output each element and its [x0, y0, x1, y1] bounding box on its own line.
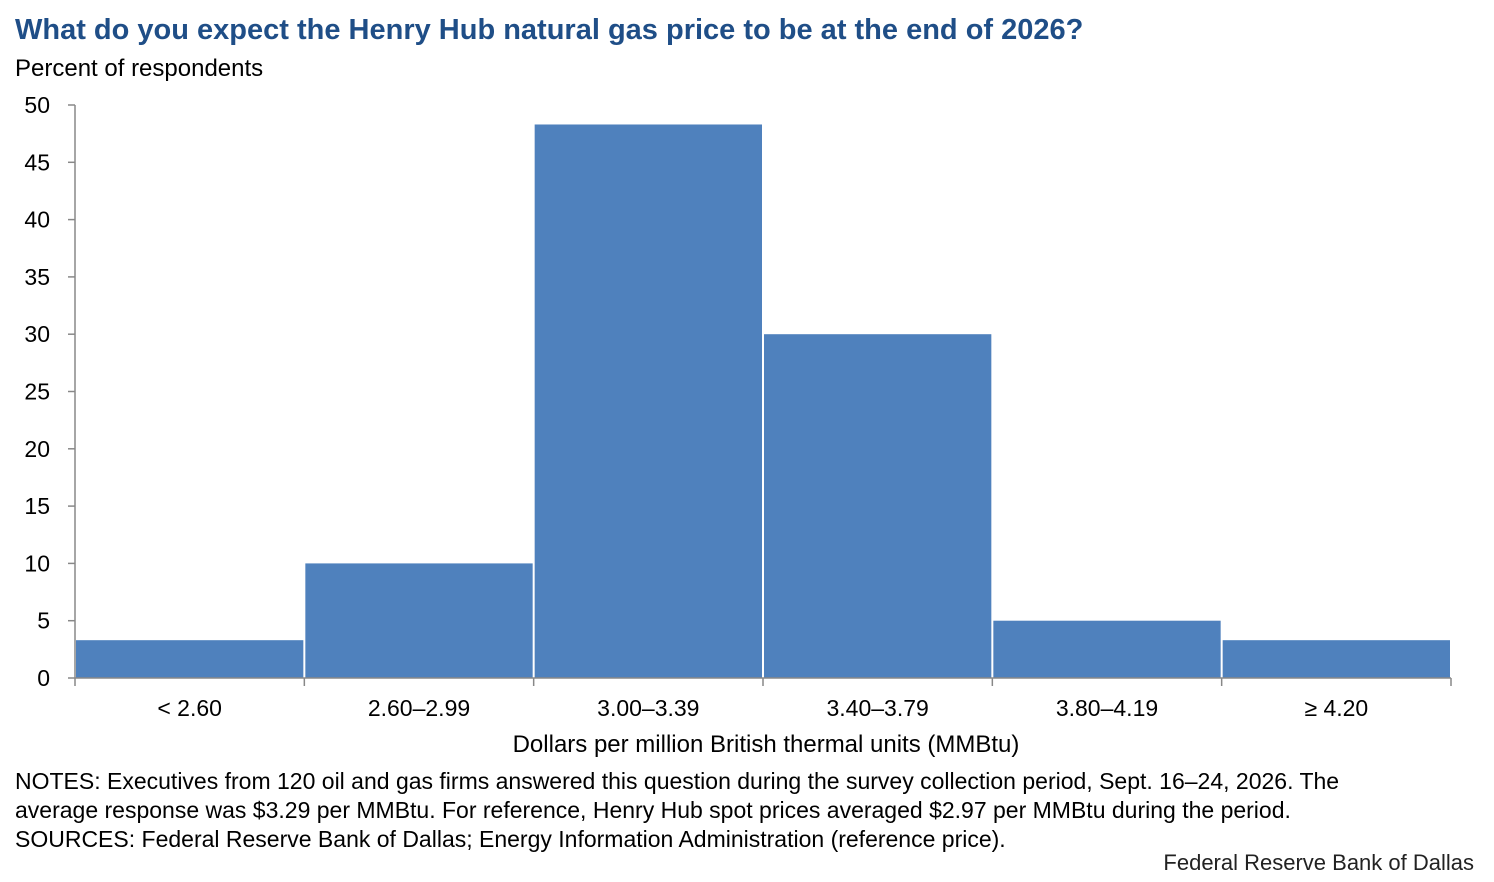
y-tick-label: 25: [24, 379, 50, 405]
x-tick-label: < 2.60: [157, 695, 222, 721]
y-tick-label: 35: [24, 264, 50, 290]
chart-title: What do you expect the Henry Hub natural…: [15, 14, 1084, 46]
y-tick-label: 10: [24, 550, 50, 576]
y-tick-label: 50: [24, 92, 50, 118]
credit-text: Federal Reserve Bank of Dallas: [1163, 850, 1474, 875]
y-tick-label: 30: [24, 321, 50, 347]
bar-4: [993, 620, 1221, 678]
y-tick-label: 40: [24, 207, 50, 233]
notes-block: NOTES: Executives from 120 oil and gas f…: [15, 767, 1485, 854]
y-axis-label: Percent of respondents: [15, 55, 264, 82]
x-tick-label: 3.80–4.19: [1056, 695, 1158, 721]
bar-0: [76, 640, 304, 678]
x-tick-label: ≥ 4.20: [1304, 695, 1368, 721]
x-tick-label: 2.60–2.99: [368, 695, 470, 721]
y-tick-label: 20: [24, 436, 50, 462]
bar-1: [305, 563, 533, 678]
y-tick-label: 15: [24, 493, 50, 519]
y-tick-label: 5: [37, 608, 50, 634]
y-tick-label: 45: [24, 149, 50, 175]
x-tick-label: 3.40–3.79: [827, 695, 929, 721]
y-axis: 0 5 10 15 20 25 30 35 40 45 50: [24, 92, 76, 691]
y-tick-label: 0: [37, 665, 50, 691]
sources-line: SOURCES: Federal Reserve Bank of Dallas;…: [15, 826, 1006, 852]
bars-group: [76, 124, 1450, 679]
bar-2: [534, 124, 762, 679]
x-axis: < 2.60 2.60–2.99 3.00–3.39 3.40–3.79 3.80–4.…: [74, 677, 1452, 721]
notes-line-2: average response was $3.29 per MMBtu. Fo…: [15, 797, 1291, 823]
bar-3: [764, 334, 992, 678]
x-tick-label: 3.00–3.39: [597, 695, 699, 721]
bar-5: [1222, 640, 1450, 678]
notes-line-1: NOTES: Executives from 120 oil and gas f…: [15, 768, 1340, 794]
x-axis-title: Dollars per million British thermal unit…: [513, 731, 1020, 758]
